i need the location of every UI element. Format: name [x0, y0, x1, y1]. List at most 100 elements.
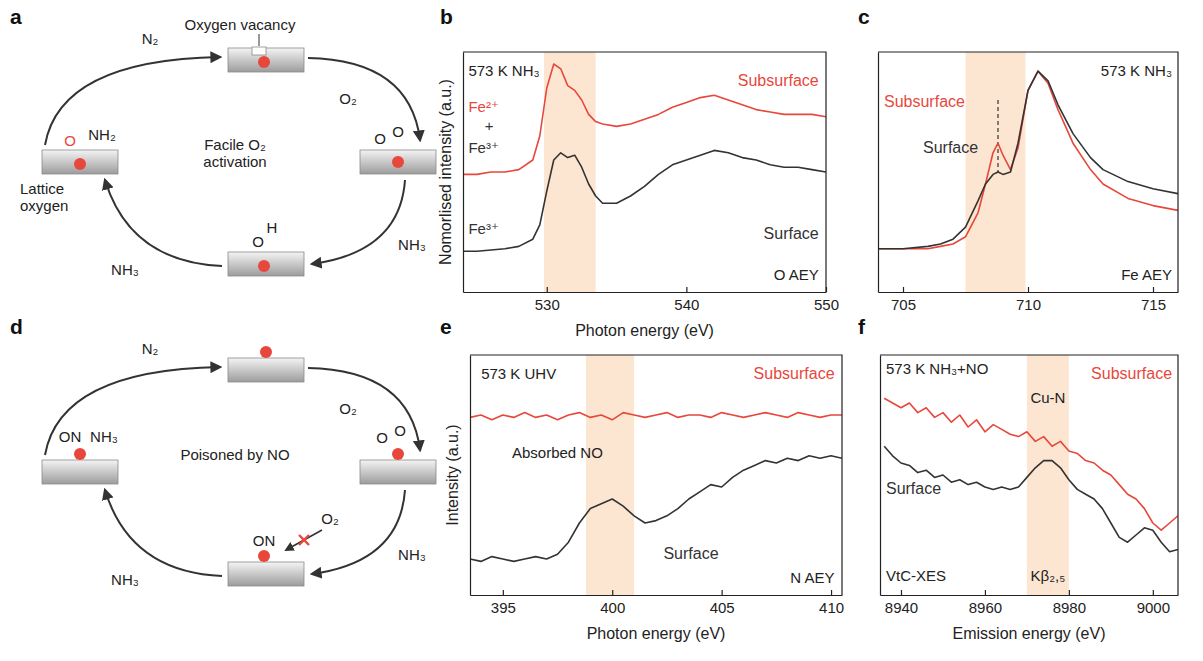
panel-letter: e [440, 315, 452, 338]
x-tick-mark [722, 590, 723, 595]
diagram: N₂O₂NH₃NH₃Facile O₂activationOxygen vaca… [10, 5, 436, 278]
x-axis-title: Photon energy (eV) [575, 322, 714, 339]
x-tick-mark [1028, 287, 1029, 292]
species-label: O [64, 132, 76, 149]
cycle-arrow [312, 180, 405, 264]
arrow-label: NH₃ [111, 571, 139, 588]
active-site [258, 56, 270, 68]
x-tick-mark [686, 287, 687, 292]
x-tick-mark [901, 590, 902, 595]
cycle-arrow [45, 367, 220, 455]
series-line [470, 456, 842, 562]
active-site [258, 260, 270, 272]
oxygen-vacancy [252, 47, 266, 55]
x-tick: 8940 [885, 590, 918, 616]
x-axis-title: Emission energy (eV) [953, 625, 1106, 642]
diagram: N₂O₂NH₃NH₃Poisoned by NOONNH₃OOONO₂d [10, 315, 436, 588]
surface-slab [42, 150, 118, 174]
arrow-label: O₂ [339, 400, 357, 417]
series-line [884, 446, 1178, 552]
annotation: + [485, 117, 494, 134]
plot-frame [878, 52, 1178, 292]
plot-frame [463, 52, 826, 292]
species-label: H [267, 219, 278, 236]
active-site [392, 156, 404, 168]
active-site [74, 448, 86, 460]
x-axis-title: Photon energy (eV) [587, 625, 726, 642]
x-tick: 400 [600, 590, 625, 616]
label-line: Lattice [20, 180, 64, 197]
arrow-label: NH₃ [111, 261, 139, 278]
panel: 395400405410Photon energy (eV)Intensity … [440, 315, 844, 642]
annotation: Kβ₂,₅ [1031, 567, 1066, 584]
x-tick-label: 530 [535, 296, 560, 313]
annotation: VtC-XES [886, 567, 946, 584]
x-tick-label: 405 [710, 599, 735, 616]
x-axis: 8940 8960 8980 9000 [881, 590, 1179, 616]
species-label: ON [253, 532, 276, 549]
x-tick-mark [985, 590, 986, 595]
species-label: O [392, 123, 404, 140]
series-label: Subsurface [754, 365, 835, 382]
x-tick: 710 [1016, 287, 1041, 313]
x-tick-mark [1153, 590, 1154, 595]
label-line: activation [203, 153, 266, 170]
x-tick: 715 [1141, 287, 1166, 313]
x-tick-label: 8980 [1053, 599, 1086, 616]
series-line [470, 413, 842, 420]
note: Latticeoxygen [20, 180, 68, 214]
annotation: Fe³⁺ [468, 220, 498, 237]
y-axis-line [880, 356, 881, 596]
x-tick: 8960 [969, 590, 1002, 616]
panel-letter: b [440, 5, 453, 28]
surface-slab [360, 150, 436, 174]
x-tick-label: 9000 [1137, 599, 1170, 616]
y-axis [463, 53, 464, 293]
surface-slab [228, 252, 304, 276]
blocked-label: O₂ [321, 510, 339, 527]
active-site [260, 346, 272, 358]
panel-letter: c [858, 5, 870, 28]
x-axis: 395400405410 [471, 590, 845, 616]
x-tick: 550 [814, 287, 839, 313]
series-line [878, 71, 1178, 249]
highlight-band [1027, 355, 1069, 595]
figure-svg: 530 540 550 Photon energy (eV) Nomorlised in… [0, 0, 1203, 661]
y-axis-title: Nomorlised intensity (a.u.) [437, 79, 454, 265]
species-label: O [252, 233, 264, 250]
arrow-label: O₂ [339, 90, 357, 107]
y-axis-line [470, 356, 471, 596]
x-axis: 705 710 715 [879, 287, 1179, 313]
series-label: Surface [886, 480, 941, 497]
cycle-arrow [105, 180, 222, 266]
series-label: Surface [923, 139, 978, 156]
note: Oxygen vacancy [185, 16, 296, 33]
surface-slab [228, 48, 304, 72]
x-tick: 705 [891, 287, 916, 313]
series-label: Surface [764, 225, 819, 242]
x-tick-mark [612, 590, 613, 595]
x-tick-label: 540 [674, 296, 699, 313]
series-line [878, 71, 1178, 249]
panel-letter: a [10, 5, 22, 28]
active-site [74, 158, 86, 170]
surface-slab [42, 460, 118, 484]
highlight-band [586, 355, 634, 595]
annotation: 573 K NH₃+NO [886, 360, 988, 377]
blocked-arrow [286, 530, 322, 550]
plot-frame [470, 355, 842, 595]
annotation: N AEY [790, 569, 834, 586]
x-tick: 405 [710, 590, 735, 616]
arrow-label: N₂ [142, 30, 159, 47]
annotation: O AEY [774, 266, 819, 283]
species-label: O [394, 422, 406, 439]
plot-area [884, 355, 1178, 595]
species-label: O [374, 130, 386, 147]
annotation: 573 K UHV [481, 365, 556, 382]
figure: 530 540 550 Photon energy (eV) Nomorlised in… [0, 0, 1203, 661]
x-tick-mark [547, 287, 548, 292]
x-tick-mark [903, 287, 904, 292]
y-axis-line [878, 53, 879, 293]
series-line [884, 398, 1178, 530]
x-tick-label: 395 [491, 599, 516, 616]
